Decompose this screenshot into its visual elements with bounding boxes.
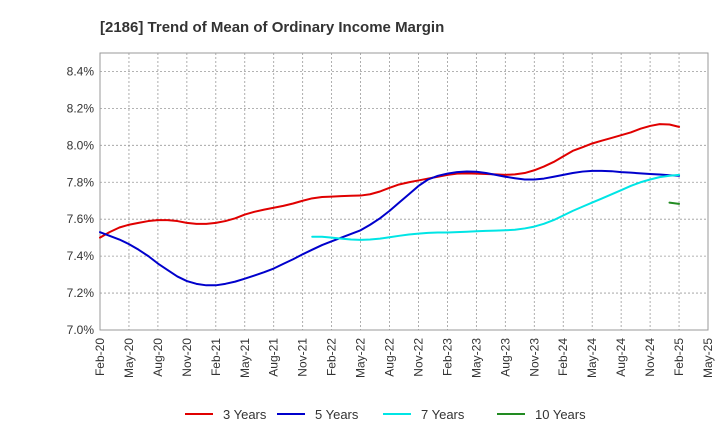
series-line-10-years [668, 201, 681, 205]
y-tick-label: 8.4% [67, 64, 95, 78]
y-tick-label: 8.0% [67, 138, 95, 152]
y-tick-label: 7.2% [67, 286, 95, 300]
x-tick-label: May-25 [701, 338, 715, 378]
x-tick-label: Aug-21 [267, 338, 281, 377]
legend-label: 5 Years [315, 407, 359, 422]
chart-title: [2186] Trend of Mean of Ordinary Income … [100, 19, 444, 36]
x-tick-label: Feb-25 [672, 338, 686, 376]
x-tick-label: Nov-22 [411, 338, 425, 377]
x-tick-label: Feb-22 [325, 338, 339, 376]
series-line-7-years [311, 173, 681, 241]
x-tick-label: Aug-20 [151, 338, 165, 377]
y-tick-label: 8.2% [67, 101, 95, 115]
x-tick-label: May-21 [238, 338, 252, 378]
legend: 3 Years 5 Years 7 Years 10 Years [185, 407, 586, 422]
x-axis-tick-labels: Feb-20 May-20 Aug-20 Nov-20 Feb-21 May-21 Aug-… [93, 338, 715, 378]
series-lines [99, 123, 681, 287]
y-tick-label: 7.0% [67, 323, 95, 337]
x-tick-label: Nov-20 [180, 338, 194, 377]
x-tick-label: May-22 [354, 338, 368, 378]
x-tick-label: Feb-20 [93, 338, 107, 376]
series-line-5-years [99, 169, 681, 287]
y-tick-label: 7.6% [67, 212, 95, 226]
legend-label: 10 Years [535, 407, 586, 422]
x-tick-label: Nov-24 [643, 338, 657, 377]
x-tick-label: May-24 [585, 338, 599, 378]
y-axis-tick-labels: 7.0% 7.2% 7.4% 7.6% 7.8% 8.0% 8.2% 8.4% [67, 64, 95, 337]
legend-label: 3 Years [223, 407, 267, 422]
x-tick-label: Nov-23 [527, 338, 541, 377]
plot-area-frame [99, 52, 709, 331]
x-tick-label: Aug-24 [614, 338, 628, 377]
x-tick-label: Feb-24 [556, 338, 570, 376]
y-tick-label: 7.8% [67, 175, 95, 189]
x-tick-label: May-20 [122, 338, 136, 378]
x-tick-label: Aug-22 [383, 338, 397, 377]
x-tick-label: Aug-23 [498, 338, 512, 377]
legend-label: 7 Years [421, 407, 465, 422]
x-tick-label: May-23 [469, 338, 483, 378]
x-tick-label: Feb-21 [209, 338, 223, 376]
y-tick-label: 7.4% [67, 249, 95, 263]
series-line-3-years [99, 123, 681, 239]
x-tick-label: Feb-23 [440, 338, 454, 376]
x-tick-label: Nov-21 [296, 338, 310, 377]
